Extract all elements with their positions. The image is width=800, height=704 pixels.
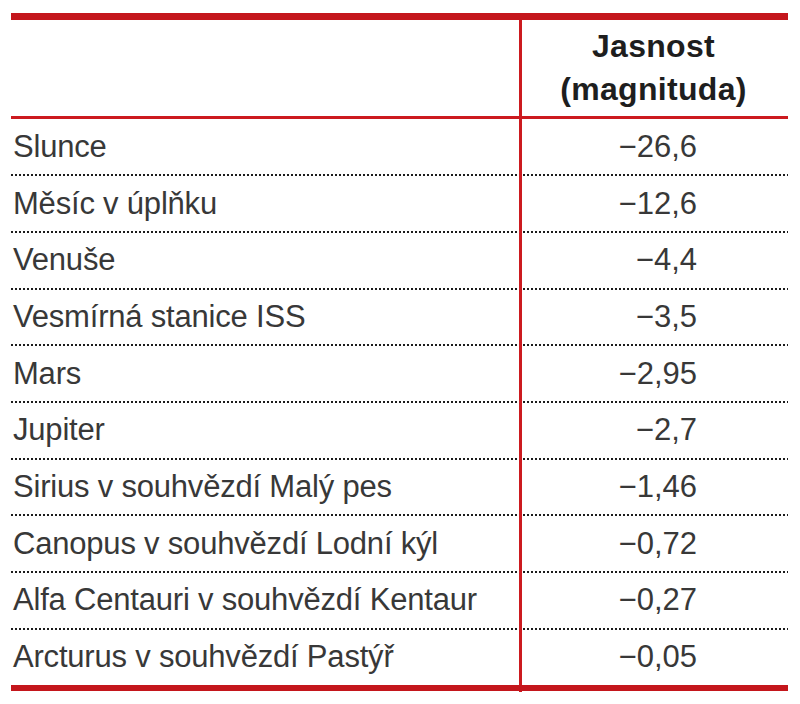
object-name: Měsíc v úplňku [11,186,519,222]
magnitude-value: −2,7 [519,412,788,448]
header-bottom-rule [11,116,788,119]
object-name: Canopus v souhvězdí Lodní kýl [11,526,519,562]
object-name: Vesmírná stanice ISS [11,299,519,335]
magnitude-value: −4,4 [519,242,788,278]
table-bottom-rule [11,685,788,691]
magnitude-value: −26,6 [519,129,788,165]
table-row: Vesmírná stanice ISS −3,5 [11,289,788,346]
table-row: Arcturus v souhvězdí Pastýř −0,05 [11,629,788,686]
object-name: Mars [11,356,519,392]
magnitude-value: −0,72 [519,526,788,562]
magnitude-value: −3,5 [519,299,788,335]
object-name: Venuše [11,242,519,278]
table-row: Jupiter −2,7 [11,402,788,459]
object-name: Jupiter [11,412,519,448]
table-row: Alfa Centauri v souhvězdí Kentaur −0,27 [11,572,788,629]
header-line-1: Jasnost [592,25,715,68]
magnitude-value: −0,27 [519,582,788,618]
header-cell-empty [11,20,519,116]
magnitude-value: −2,95 [519,356,788,392]
object-name: Slunce [11,129,519,165]
header-cell-magnitude: Jasnost (magnituda) [519,20,788,116]
table-body: Slunce −26,6 Měsíc v úplňku −12,6 Venuše… [11,119,788,686]
table-row: Canopus v souhvězdí Lodní kýl −0,72 [11,515,788,572]
table-row: Měsíc v úplňku −12,6 [11,175,788,232]
header-line-2: (magnituda) [560,68,746,111]
page-background: Jasnost (magnituda) Slunce −26,6 Měsíc v… [0,0,800,704]
magnitude-table: Jasnost (magnituda) Slunce −26,6 Měsíc v… [11,13,788,691]
object-name: Arcturus v souhvězdí Pastýř [11,639,519,675]
object-name: Alfa Centauri v souhvězdí Kentaur [11,582,519,618]
table-row: Venuše −4,4 [11,232,788,289]
column-divider-line [519,13,522,692]
table-header-row: Jasnost (magnituda) [11,20,788,116]
magnitude-value: −12,6 [519,186,788,222]
table-row: Slunce −26,6 [11,119,788,176]
table-row: Sirius v souhvězdí Malý pes −1,46 [11,459,788,516]
object-name: Sirius v souhvězdí Malý pes [11,469,519,505]
magnitude-value: −0,05 [519,639,788,675]
table-top-rule [11,13,788,20]
magnitude-value: −1,46 [519,469,788,505]
table-row: Mars −2,95 [11,345,788,402]
